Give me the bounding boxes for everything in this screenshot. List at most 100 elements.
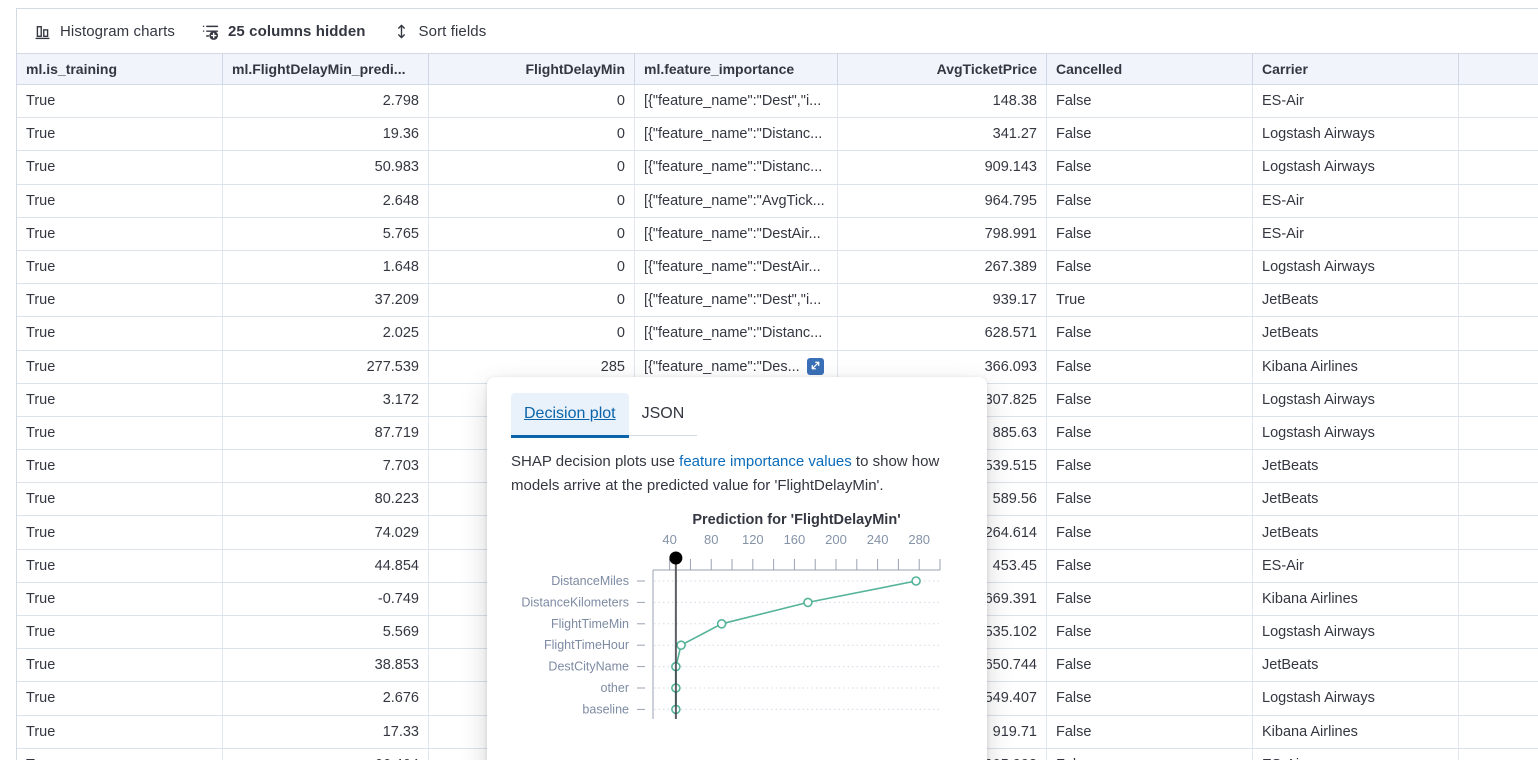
cell-prediction[interactable]: 38.853 — [223, 649, 429, 682]
cell-is-training[interactable]: True — [17, 483, 223, 516]
cell-cancelled[interactable]: False — [1047, 151, 1253, 184]
cell-cancelled[interactable]: False — [1047, 483, 1253, 516]
cell-carrier[interactable]: Logstash Airways — [1253, 616, 1459, 649]
cell-flight-delay-min[interactable]: 0 — [429, 184, 635, 217]
cell-avg-ticket-price[interactable]: 669.391 — [838, 582, 1047, 615]
cell-flight-delay-min[interactable]: 0 — [429, 284, 635, 317]
cell-cancelled[interactable]: False — [1047, 317, 1253, 350]
cell-cancelled[interactable]: False — [1047, 85, 1253, 118]
tab-decision-plot[interactable]: Decision plot — [511, 393, 629, 438]
cell-avg-ticket-price[interactable]: 267.389 — [838, 250, 1047, 284]
cell-is-training[interactable]: True — [17, 616, 223, 649]
cell-is-training[interactable]: True — [17, 250, 223, 284]
column-header-FlightDelayMin[interactable]: FlightDelayMin — [429, 54, 635, 84]
cell-cancelled[interactable]: False — [1047, 682, 1253, 715]
cell-empty[interactable] — [1459, 417, 1538, 449]
cell-is-training[interactable]: True — [17, 682, 223, 715]
cell-avg-ticket-price[interactable]: 453.45 — [838, 549, 1047, 582]
cell-cancelled[interactable]: False — [1047, 350, 1253, 383]
cell-flight-delay-min[interactable]: 0 — [429, 151, 635, 184]
cell-is-training[interactable]: True — [17, 549, 223, 582]
cell-carrier[interactable]: JetBeats — [1253, 516, 1459, 549]
cell-prediction[interactable]: 74.029 — [223, 516, 429, 549]
cell-avg-ticket-price[interactable]: 307.825 — [838, 383, 1047, 416]
cell-carrier[interactable]: JetBeats — [1253, 649, 1459, 682]
cell-carrier[interactable]: Logstash Airways — [1253, 416, 1459, 450]
cell-avg-ticket-price[interactable]: 909.143 — [838, 151, 1047, 184]
cell-prediction[interactable]: 87.719 — [223, 416, 429, 450]
cell-carrier[interactable]: ES-Air — [1253, 748, 1459, 760]
cell-prediction[interactable]: 44.854 — [223, 549, 429, 582]
cell-flight-delay-min[interactable]: 285 — [429, 350, 635, 383]
cell-prediction[interactable]: 2.676 — [223, 682, 429, 715]
cell-flight-delay-min[interactable]: 0 — [429, 317, 635, 350]
cell-carrier[interactable]: Kibana Airlines — [1253, 350, 1459, 383]
column-header-Carrier[interactable]: Carrier — [1253, 54, 1459, 84]
cell-is-training[interactable]: True — [17, 649, 223, 682]
cell-avg-ticket-price[interactable]: 539.515 — [838, 450, 1047, 483]
cell-feature-importance[interactable]: [{"feature_name":"DestAir... — [635, 217, 838, 250]
cell-is-training[interactable]: True — [17, 383, 223, 416]
cell-carrier[interactable]: ES-Air — [1253, 184, 1459, 217]
expand-cell-button[interactable] — [806, 358, 824, 376]
cell-empty[interactable] — [1459, 118, 1538, 150]
cell-carrier[interactable]: Kibana Airlines — [1253, 582, 1459, 615]
cell-prediction[interactable]: 80.223 — [223, 483, 429, 516]
cell-prediction[interactable]: 2.648 — [223, 184, 429, 217]
column-header-Cancelled[interactable]: Cancelled — [1047, 54, 1253, 84]
cell-empty[interactable] — [1459, 516, 1538, 548]
cell-feature-importance[interactable]: [{"feature_name":"Distanc... — [635, 317, 838, 350]
cell-empty[interactable] — [1459, 351, 1538, 383]
cell-cancelled[interactable]: False — [1047, 748, 1253, 760]
cell-avg-ticket-price[interactable]: 341.27 — [838, 118, 1047, 151]
cell-is-training[interactable]: True — [17, 715, 223, 748]
cell-empty[interactable] — [1459, 583, 1538, 615]
cell-empty[interactable] — [1459, 384, 1538, 416]
cell-flight-delay-min[interactable]: 0 — [429, 217, 635, 250]
cell-carrier[interactable]: ES-Air — [1253, 85, 1459, 118]
cell-is-training[interactable]: True — [17, 416, 223, 450]
cell-feature-importance[interactable]: [{"feature_name":"Distanc... — [635, 151, 838, 184]
cell-avg-ticket-price[interactable]: 885.63 — [838, 416, 1047, 450]
cell-is-training[interactable]: True — [17, 516, 223, 549]
cell-avg-ticket-price[interactable]: 549.407 — [838, 682, 1047, 715]
cell-feature-importance[interactable]: [{"feature_name":"DestAir... — [635, 250, 838, 284]
cell-empty[interactable] — [1459, 185, 1538, 217]
cell-carrier[interactable]: Logstash Airways — [1253, 383, 1459, 416]
cell-empty[interactable] — [1459, 749, 1538, 760]
cell-avg-ticket-price[interactable]: 798.991 — [838, 217, 1047, 250]
cell-carrier[interactable]: JetBeats — [1253, 450, 1459, 483]
cell-empty[interactable] — [1459, 450, 1538, 482]
cell-cancelled[interactable]: False — [1047, 516, 1253, 549]
cell-avg-ticket-price[interactable]: 650.744 — [838, 649, 1047, 682]
cell-cancelled[interactable]: False — [1047, 383, 1253, 416]
cell-avg-ticket-price[interactable]: 628.571 — [838, 317, 1047, 350]
cell-empty[interactable] — [1459, 85, 1538, 117]
cell-is-training[interactable]: True — [17, 85, 223, 118]
cell-avg-ticket-price[interactable]: 366.093 — [838, 350, 1047, 383]
cell-feature-importance[interactable]: [{"feature_name":"AvgTick... — [635, 184, 838, 217]
cell-empty[interactable] — [1459, 284, 1538, 316]
cell-prediction[interactable]: 3.172 — [223, 383, 429, 416]
cell-prediction[interactable]: 19.36 — [223, 118, 429, 151]
cell-avg-ticket-price[interactable]: 939.17 — [838, 284, 1047, 317]
cell-cancelled[interactable]: False — [1047, 616, 1253, 649]
cell-cancelled[interactable]: False — [1047, 649, 1253, 682]
cell-is-training[interactable]: True — [17, 317, 223, 350]
cell-is-training[interactable]: True — [17, 151, 223, 184]
cell-feature-importance[interactable]: [{"feature_name":"Dest","i... — [635, 85, 838, 118]
cell-cancelled[interactable]: True — [1047, 284, 1253, 317]
cell-is-training[interactable]: True — [17, 118, 223, 151]
cell-cancelled[interactable]: False — [1047, 582, 1253, 615]
cell-empty[interactable] — [1459, 251, 1538, 283]
cell-cancelled[interactable]: False — [1047, 450, 1253, 483]
cell-cancelled[interactable]: False — [1047, 715, 1253, 748]
cell-is-training[interactable]: True — [17, 284, 223, 317]
cell-cancelled[interactable]: False — [1047, 549, 1253, 582]
cell-is-training[interactable]: True — [17, 748, 223, 760]
cell-prediction[interactable]: 5.569 — [223, 616, 429, 649]
column-header-empty[interactable] — [1459, 54, 1538, 84]
column-header-ml.is_training[interactable]: ml.is_training — [17, 54, 223, 84]
cell-avg-ticket-price[interactable]: 535.102 — [838, 616, 1047, 649]
cell-cancelled[interactable]: False — [1047, 184, 1253, 217]
